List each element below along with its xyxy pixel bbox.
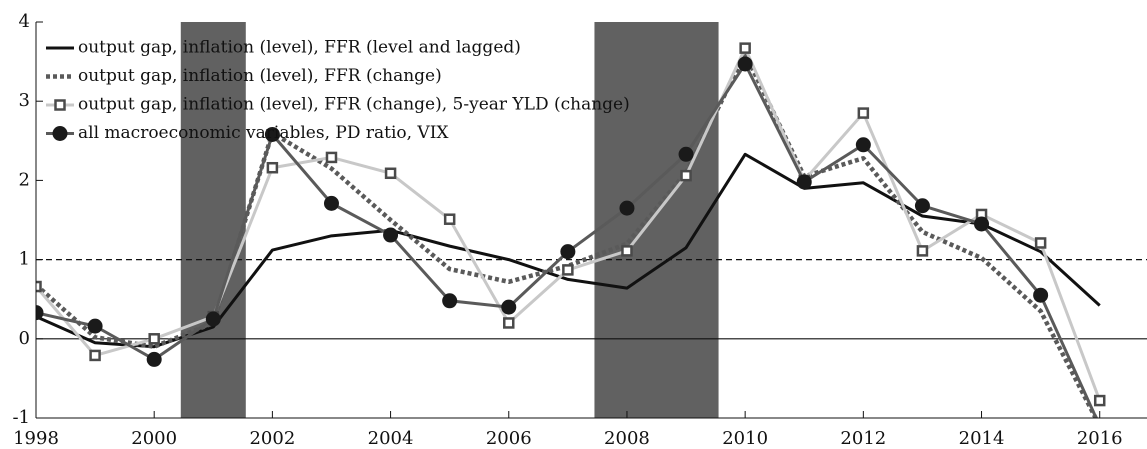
point-marker — [501, 299, 517, 315]
point-marker — [146, 351, 162, 367]
point-marker — [680, 169, 692, 182]
point-marker — [384, 167, 397, 180]
point-marker — [1034, 237, 1047, 249]
x-tick-label: 2006 — [486, 428, 532, 449]
legend-label: output gap, inflation (level), FFR (chan… — [78, 66, 442, 86]
legend-label: all macroeconomic variables, PD ratio, V… — [78, 123, 449, 143]
point-marker — [266, 161, 279, 174]
point-marker — [619, 200, 635, 216]
x-tick-label: 1998 — [13, 428, 59, 449]
x-tick-label: 2010 — [722, 428, 768, 449]
legend: output gap, inflation (level), FFR (leve… — [46, 38, 630, 143]
point-marker — [503, 317, 515, 329]
x-tick-label: 2012 — [840, 428, 886, 449]
point-marker — [323, 195, 339, 211]
point-marker — [87, 318, 103, 334]
x-tick-label: 2004 — [368, 428, 414, 449]
x-tick-label: 2014 — [959, 428, 1005, 449]
point-marker — [796, 174, 812, 190]
point-marker — [325, 151, 338, 164]
point-marker — [205, 311, 221, 327]
point-marker — [855, 137, 871, 153]
point-marker — [857, 107, 870, 119]
point-marker — [678, 146, 694, 162]
y-tick-label: 0 — [19, 328, 30, 349]
point-marker — [383, 227, 399, 243]
point-marker — [737, 56, 753, 72]
point-marker — [442, 293, 458, 309]
legend-label: output gap, inflation (level), FFR (chan… — [78, 95, 630, 115]
recession-shade — [180, 22, 246, 418]
legend-marker — [52, 126, 68, 141]
y-tick-label: 1 — [19, 249, 30, 270]
point-marker — [1093, 394, 1106, 407]
point-marker — [36, 280, 42, 293]
recession-shade — [594, 22, 719, 418]
x-tick-label: 2002 — [249, 428, 295, 449]
legend-marker — [54, 99, 66, 111]
y-tick-label: 3 — [19, 90, 30, 111]
point-marker — [974, 216, 990, 232]
point-marker — [916, 245, 929, 257]
plot-area — [36, 22, 1147, 418]
y-tick-label: 4 — [19, 11, 30, 32]
point-marker — [560, 244, 576, 260]
series-line — [36, 152, 1101, 349]
y-tick-label: 2 — [19, 169, 30, 190]
point-marker — [443, 213, 456, 225]
x-tick-label: 2008 — [604, 428, 650, 449]
point-marker — [36, 305, 44, 321]
x-tick-label: 2016 — [1077, 428, 1123, 449]
point-marker — [148, 333, 160, 345]
legend-label: output gap, inflation (level), FFR (leve… — [78, 38, 521, 58]
y-tick-label: -1 — [12, 407, 30, 428]
point-marker — [739, 42, 751, 54]
point-marker — [914, 198, 930, 214]
point-marker — [264, 126, 280, 142]
point-marker — [89, 349, 101, 362]
point-marker — [562, 264, 574, 276]
point-marker — [1033, 287, 1049, 303]
x-tick-label: 2000 — [131, 428, 177, 449]
point-marker — [621, 245, 633, 257]
